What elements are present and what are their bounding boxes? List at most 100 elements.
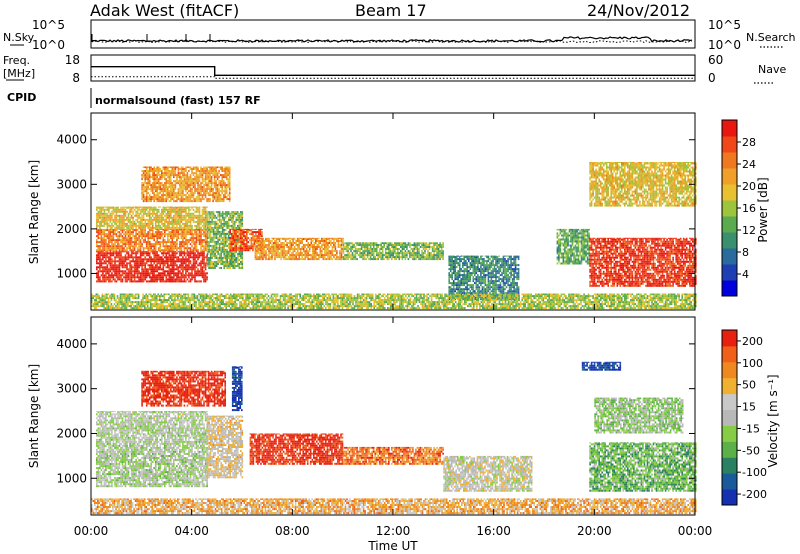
heatmap-cell (157, 241, 160, 244)
heatmap-cell (206, 239, 208, 242)
heatmap-cell (316, 248, 319, 250)
heatmap-cell (198, 262, 201, 265)
heatmap-cell (176, 280, 178, 283)
heatmap-cell (161, 174, 163, 177)
heatmap-cell (170, 192, 172, 195)
heatmap-cell (186, 245, 189, 248)
heatmap-cell (177, 276, 180, 279)
heatmap-cell (409, 254, 411, 257)
heatmap-cell (168, 180, 171, 183)
heatmap-cell (337, 258, 340, 261)
heatmap-cell (118, 264, 121, 267)
heatmap-cell (145, 270, 148, 273)
heatmap-cell (209, 174, 211, 177)
heatmap-cell (206, 222, 209, 225)
heatmap-cell (108, 249, 110, 252)
heatmap-cell (206, 216, 208, 219)
heatmap-cell (324, 252, 326, 255)
heatmap-cell (342, 237, 344, 239)
heatmap-cell (105, 262, 107, 265)
heatmap-cell (200, 245, 202, 248)
heatmap-cell (290, 254, 293, 257)
heatmap-cell (108, 260, 110, 263)
heatmap-cell (123, 208, 125, 211)
heatmap-cell (198, 252, 201, 255)
heatmap-cell (111, 249, 113, 252)
heatmap-cell (109, 280, 112, 283)
heatmap-cell (148, 210, 151, 213)
heatmap-cell (118, 245, 121, 248)
heatmap-cell (157, 182, 160, 185)
heatmap-cell (415, 256, 417, 259)
heatmap-cell (189, 233, 192, 236)
heatmap-cell (229, 261, 231, 263)
heatmap-cell (226, 255, 228, 257)
heatmap-cell (167, 224, 169, 227)
heatmap-cell (97, 241, 100, 244)
heatmap-cell (153, 280, 155, 283)
heatmap-cell (191, 170, 193, 172)
heatmap-cell (198, 264, 201, 267)
heatmap-cell (363, 248, 366, 250)
heatmap-cell (244, 243, 247, 246)
heatmap-cell (192, 243, 195, 246)
heatmap-cell (162, 168, 165, 170)
heatmap-cell (174, 214, 177, 217)
heatmap-cell (206, 248, 209, 251)
heatmap-cell (229, 263, 231, 265)
noise-frame (90, 19, 696, 49)
heatmap-cell (171, 206, 174, 208)
heatmap-cell (278, 240, 281, 242)
heatmap-cell (215, 172, 217, 175)
heatmap-cell (235, 235, 238, 238)
heatmap-cell (230, 249, 233, 252)
heatmap-cell (168, 186, 171, 189)
heatmap-cell (209, 259, 212, 261)
heatmap-cell (188, 208, 190, 211)
heatmap-cell (135, 231, 137, 234)
heatmap-cell (173, 252, 175, 255)
heatmap-cell (114, 208, 116, 211)
heatmap-cell (235, 218, 238, 221)
heatmap-cell (298, 254, 300, 257)
heatmap-cell (176, 196, 178, 199)
heatmap-cell (247, 228, 250, 230)
heatmap-cell (159, 233, 162, 236)
heatmap-cell (241, 250, 244, 253)
heatmap-cell (185, 220, 187, 223)
heatmap-cell (194, 243, 196, 246)
heatmap-cell (171, 182, 174, 185)
heatmap-cell (214, 222, 216, 225)
heatmap-cell (340, 248, 343, 250)
heatmap-cell (170, 274, 172, 277)
heatmap-cell (283, 248, 285, 250)
heatmap-cell (192, 233, 195, 236)
heatmap-cell (183, 172, 186, 175)
heatmap-cell (183, 182, 186, 185)
heatmap-cell (227, 216, 230, 219)
heatmap-cell (216, 198, 219, 201)
heatmap-cell (206, 176, 208, 179)
heatmap-cell (243, 243, 245, 246)
heatmap-cell (416, 246, 419, 248)
heatmap-cell (148, 198, 151, 201)
heatmap-cell (406, 252, 408, 255)
heatmap-cell (111, 262, 113, 265)
heatmap-cell (142, 194, 145, 197)
heatmap-cell (126, 206, 128, 209)
heatmap-cell (260, 242, 263, 244)
heatmap-cell (97, 278, 100, 281)
heatmap-cell (157, 192, 160, 195)
heatmap-cell (124, 214, 127, 217)
heatmap-cell (147, 176, 149, 179)
heatmap-cell (144, 220, 146, 223)
heatmap-cell (227, 234, 230, 237)
heatmap-cell (263, 248, 266, 250)
heatmap-cell (209, 180, 211, 183)
heatmap-cell (164, 274, 166, 277)
heatmap-cell (138, 243, 140, 246)
heatmap-cell (168, 206, 171, 209)
heatmap-cell (127, 262, 130, 265)
heatmap-cell (150, 235, 152, 238)
heatmap-cell (139, 245, 142, 248)
